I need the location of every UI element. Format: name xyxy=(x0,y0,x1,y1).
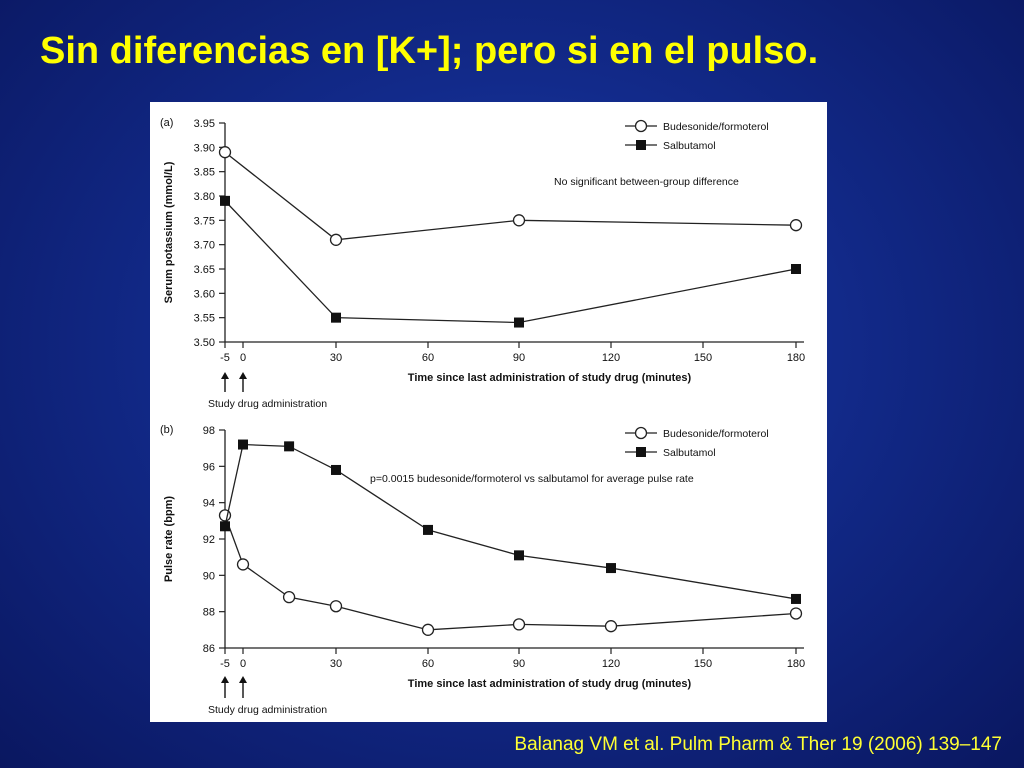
data-point-square xyxy=(791,593,801,604)
data-point-square xyxy=(514,317,524,328)
y-tick-label: 98 xyxy=(203,425,215,437)
series-line-budesonide-formoterol xyxy=(224,151,797,241)
data-point-circle xyxy=(218,146,232,159)
y-tick-label: 3.85 xyxy=(194,167,215,179)
x-tick-label: -5 xyxy=(220,352,230,364)
data-point-circle xyxy=(604,620,618,633)
data-point-square xyxy=(220,195,230,206)
x-tick-label: 120 xyxy=(602,352,620,364)
x-tick-label: 60 xyxy=(422,658,434,670)
chart-figure: (a) 3.50 3.55 3.60 3.65 3.70 3.75 3.80 3.85 3.90 3… xyxy=(150,102,827,722)
y-tick-label: 3.55 xyxy=(194,313,215,325)
y-tick-label: 3.50 xyxy=(194,337,215,349)
panel-label: (a) xyxy=(160,117,173,129)
series-line-budesonide-formoterol xyxy=(224,515,797,631)
y-tick-label: 90 xyxy=(203,570,215,582)
x-tick-label: 30 xyxy=(330,658,342,670)
y-tick-label: 3.95 xyxy=(194,118,215,130)
data-point-circle xyxy=(282,590,296,604)
y-tick-label: 92 xyxy=(203,534,215,546)
data-point-circle xyxy=(789,219,803,232)
legend-marker-circle xyxy=(634,426,648,440)
chart-annotation: p=0.0015 budesonide/formoterol vs salbut… xyxy=(370,473,694,485)
x-tick-label: 60 xyxy=(422,352,434,364)
x-tick-label: 180 xyxy=(787,658,805,670)
arrow-head xyxy=(221,676,229,683)
x-axis-label: Time since last administration of study … xyxy=(408,678,692,690)
x-tick-label: -5 xyxy=(220,658,230,670)
data-point-square xyxy=(238,439,248,450)
y-tick-label: 3.80 xyxy=(194,191,215,203)
legend-entry: Budesonide/formoterol xyxy=(663,428,769,440)
legend-marker-square xyxy=(636,140,646,150)
y-tick-label: 86 xyxy=(203,643,215,655)
series-line-salbutamol xyxy=(224,443,797,600)
chart-svg: (a) 3.50 3.55 3.60 3.65 3.70 3.75 3.80 3.85 3.90 3… xyxy=(160,117,805,716)
data-point-square xyxy=(514,550,524,561)
data-point-circle xyxy=(512,214,526,227)
x-tick-label: 150 xyxy=(694,352,712,364)
x-tick-label: 0 xyxy=(240,352,246,364)
data-point-circle xyxy=(421,623,435,636)
y-tick-label: 3.60 xyxy=(194,288,215,300)
y-axis-label: Pulse rate (bpm) xyxy=(163,496,175,583)
x-tick-label: 90 xyxy=(513,658,525,670)
y-tick-label: 3.90 xyxy=(194,142,215,154)
data-point-square xyxy=(331,312,341,323)
data-point-circle xyxy=(329,600,343,613)
series-line-salbutamol xyxy=(224,200,797,324)
y-tick-label: 3.75 xyxy=(194,215,215,227)
x-tick-label: 120 xyxy=(602,658,620,670)
legend-marker-square xyxy=(636,447,646,457)
x-axis-label: Time since last administration of study … xyxy=(408,372,692,384)
panel-label: (b) xyxy=(160,424,173,436)
data-point-square xyxy=(606,563,616,574)
data-point-square xyxy=(220,521,230,532)
arrow-head xyxy=(239,372,247,379)
citation: Balanag VM et al. Pulm Pharm & Ther 19 (… xyxy=(514,734,1002,755)
data-point-square xyxy=(423,524,433,535)
data-point-square xyxy=(331,464,341,475)
data-point-square xyxy=(284,441,295,452)
y-tick-label: 88 xyxy=(203,607,215,619)
y-tick-label: 3.65 xyxy=(194,264,215,276)
y-tick-label: 96 xyxy=(203,461,215,473)
x-tick-label: 150 xyxy=(694,658,712,670)
data-point-circle xyxy=(512,618,526,631)
arrow-head xyxy=(221,372,229,379)
data-point-circle xyxy=(236,558,250,571)
y-tick-label: 3.70 xyxy=(194,240,215,252)
legend-entry: Salbutamol xyxy=(663,447,716,459)
data-point-circle xyxy=(329,233,343,246)
arrow-caption: Study drug administration xyxy=(208,398,327,410)
data-point-square xyxy=(791,264,801,274)
arrow-head xyxy=(239,676,247,683)
y-tick-label: 94 xyxy=(203,498,215,510)
x-tick-label: 30 xyxy=(330,352,342,364)
legend-entry: Budesonide/formoterol xyxy=(663,121,769,133)
data-point-circle xyxy=(789,607,803,620)
x-tick-label: 180 xyxy=(787,352,805,364)
legend-marker-circle xyxy=(634,119,648,133)
slide-title: Sin diferencias en [K+]; pero si en el p… xyxy=(40,30,819,72)
arrow-caption: Study drug administration xyxy=(208,704,327,716)
chart-annotation: No significant between-group difference xyxy=(554,176,739,188)
x-tick-label: 0 xyxy=(240,658,246,670)
x-tick-label: 90 xyxy=(513,352,525,364)
legend-entry: Salbutamol xyxy=(663,140,716,152)
y-axis-label: Serum potassium (mmol/L) xyxy=(163,161,175,303)
